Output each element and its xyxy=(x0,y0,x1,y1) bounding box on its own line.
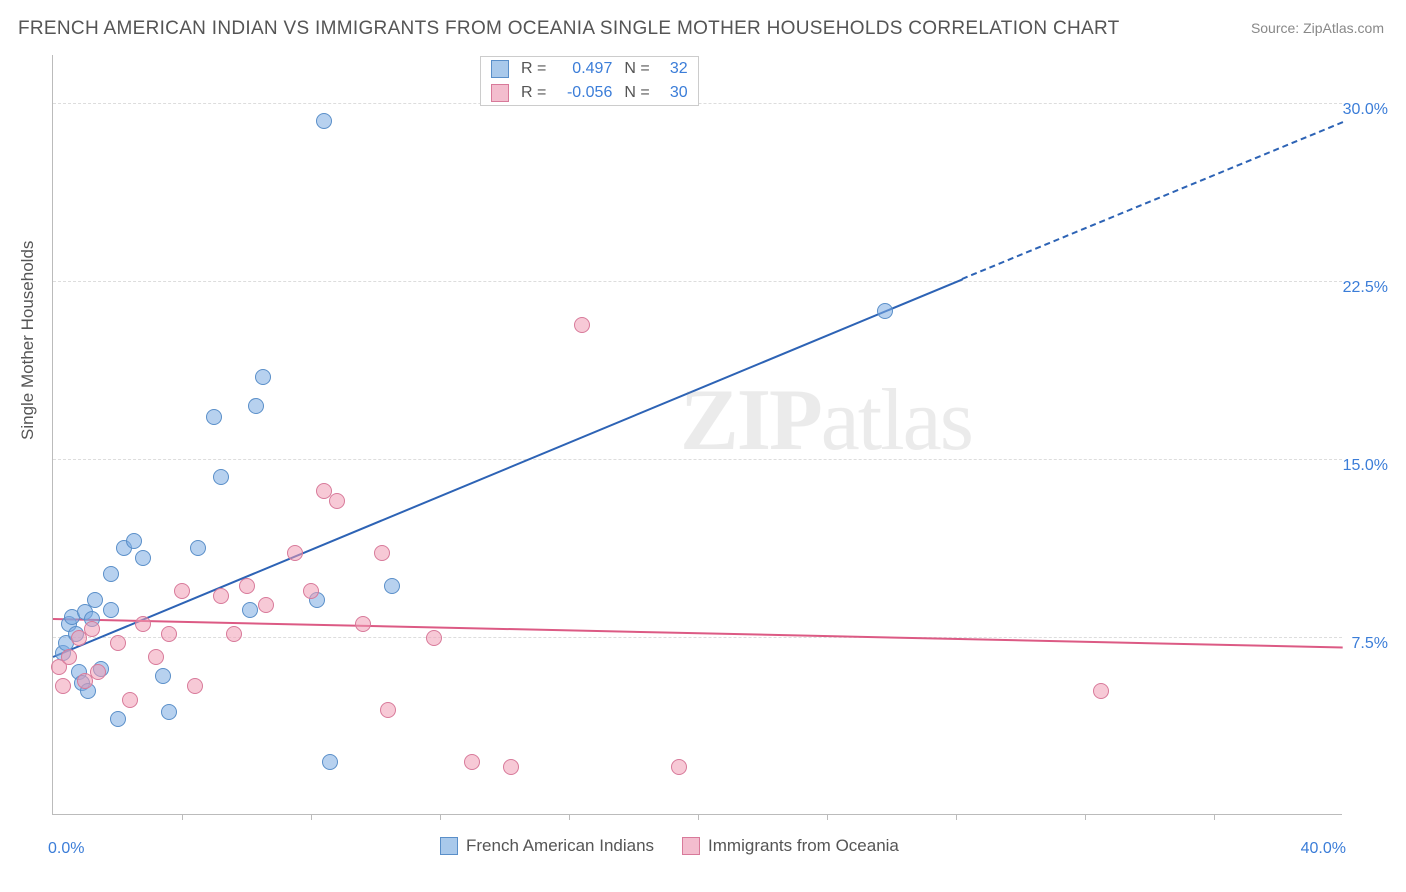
data-point xyxy=(126,533,142,549)
legend-item-pink: Immigrants from Oceania xyxy=(682,836,899,856)
data-point xyxy=(329,493,345,509)
data-point xyxy=(303,583,319,599)
n-value-pink: 30 xyxy=(658,84,688,102)
data-point xyxy=(287,545,303,561)
swatch-blue xyxy=(491,60,509,78)
series-legend: French American Indians Immigrants from … xyxy=(440,836,899,856)
data-point xyxy=(122,692,138,708)
data-point xyxy=(671,759,687,775)
data-point xyxy=(374,545,390,561)
data-point xyxy=(248,398,264,414)
data-point xyxy=(574,317,590,333)
data-point xyxy=(242,602,258,618)
y-tick-label: 7.5% xyxy=(1352,635,1388,653)
trend-line xyxy=(962,122,1343,281)
x-tick xyxy=(311,814,312,820)
legend-label-blue: French American Indians xyxy=(466,836,654,856)
data-point xyxy=(174,583,190,599)
data-point xyxy=(877,303,893,319)
data-point xyxy=(135,616,151,632)
data-point xyxy=(316,113,332,129)
data-point xyxy=(213,588,229,604)
swatch-pink xyxy=(682,837,700,855)
data-point xyxy=(206,409,222,425)
data-point xyxy=(426,630,442,646)
r-label: R = xyxy=(521,84,546,102)
source-label: Source: ZipAtlas.com xyxy=(1251,20,1384,36)
x-axis-max-label: 40.0% xyxy=(1301,840,1346,858)
data-point xyxy=(61,649,77,665)
x-tick xyxy=(1085,814,1086,820)
data-point xyxy=(226,626,242,642)
data-point xyxy=(161,626,177,642)
x-tick xyxy=(1214,814,1215,820)
data-point xyxy=(103,602,119,618)
r-label: R = xyxy=(521,60,546,78)
r-value-blue: 0.497 xyxy=(554,60,612,78)
x-tick xyxy=(569,814,570,820)
x-tick xyxy=(182,814,183,820)
y-tick-label: 22.5% xyxy=(1343,279,1388,297)
data-point xyxy=(84,621,100,637)
n-label: N = xyxy=(624,84,649,102)
swatch-blue xyxy=(440,837,458,855)
data-point xyxy=(110,711,126,727)
gridline xyxy=(53,459,1342,460)
x-tick xyxy=(956,814,957,820)
chart-area xyxy=(52,55,1342,815)
legend-item-blue: French American Indians xyxy=(440,836,654,856)
data-point xyxy=(103,566,119,582)
data-point xyxy=(255,369,271,385)
y-tick-label: 15.0% xyxy=(1343,457,1388,475)
swatch-pink xyxy=(491,84,509,102)
data-point xyxy=(239,578,255,594)
legend-row-blue: R = 0.497 N = 32 xyxy=(481,57,698,81)
data-point xyxy=(187,678,203,694)
data-point xyxy=(135,550,151,566)
data-point xyxy=(322,754,338,770)
x-tick xyxy=(698,814,699,820)
data-point xyxy=(90,664,106,680)
trend-line xyxy=(53,618,1343,648)
x-tick xyxy=(827,814,828,820)
gridline xyxy=(53,637,1342,638)
data-point xyxy=(258,597,274,613)
data-point xyxy=(190,540,206,556)
data-point xyxy=(161,704,177,720)
n-value-blue: 32 xyxy=(658,60,688,78)
data-point xyxy=(380,702,396,718)
correlation-legend: R = 0.497 N = 32 R = -0.056 N = 30 xyxy=(480,56,699,106)
data-point xyxy=(87,592,103,608)
data-point xyxy=(155,668,171,684)
trend-line xyxy=(53,278,963,657)
data-point xyxy=(464,754,480,770)
chart-title: FRENCH AMERICAN INDIAN VS IMMIGRANTS FRO… xyxy=(18,18,1120,40)
data-point xyxy=(1093,683,1109,699)
data-point xyxy=(384,578,400,594)
x-tick xyxy=(440,814,441,820)
data-point xyxy=(148,649,164,665)
data-point xyxy=(110,635,126,651)
gridline xyxy=(53,281,1342,282)
y-axis-label: Single Mother Households xyxy=(18,241,38,440)
y-tick-label: 30.0% xyxy=(1343,101,1388,119)
r-value-pink: -0.056 xyxy=(554,84,612,102)
x-axis-min-label: 0.0% xyxy=(48,840,84,858)
data-point xyxy=(55,678,71,694)
data-point xyxy=(213,469,229,485)
n-label: N = xyxy=(624,60,649,78)
legend-label-pink: Immigrants from Oceania xyxy=(708,836,899,856)
data-point xyxy=(355,616,371,632)
data-point xyxy=(503,759,519,775)
legend-row-pink: R = -0.056 N = 30 xyxy=(481,81,698,105)
